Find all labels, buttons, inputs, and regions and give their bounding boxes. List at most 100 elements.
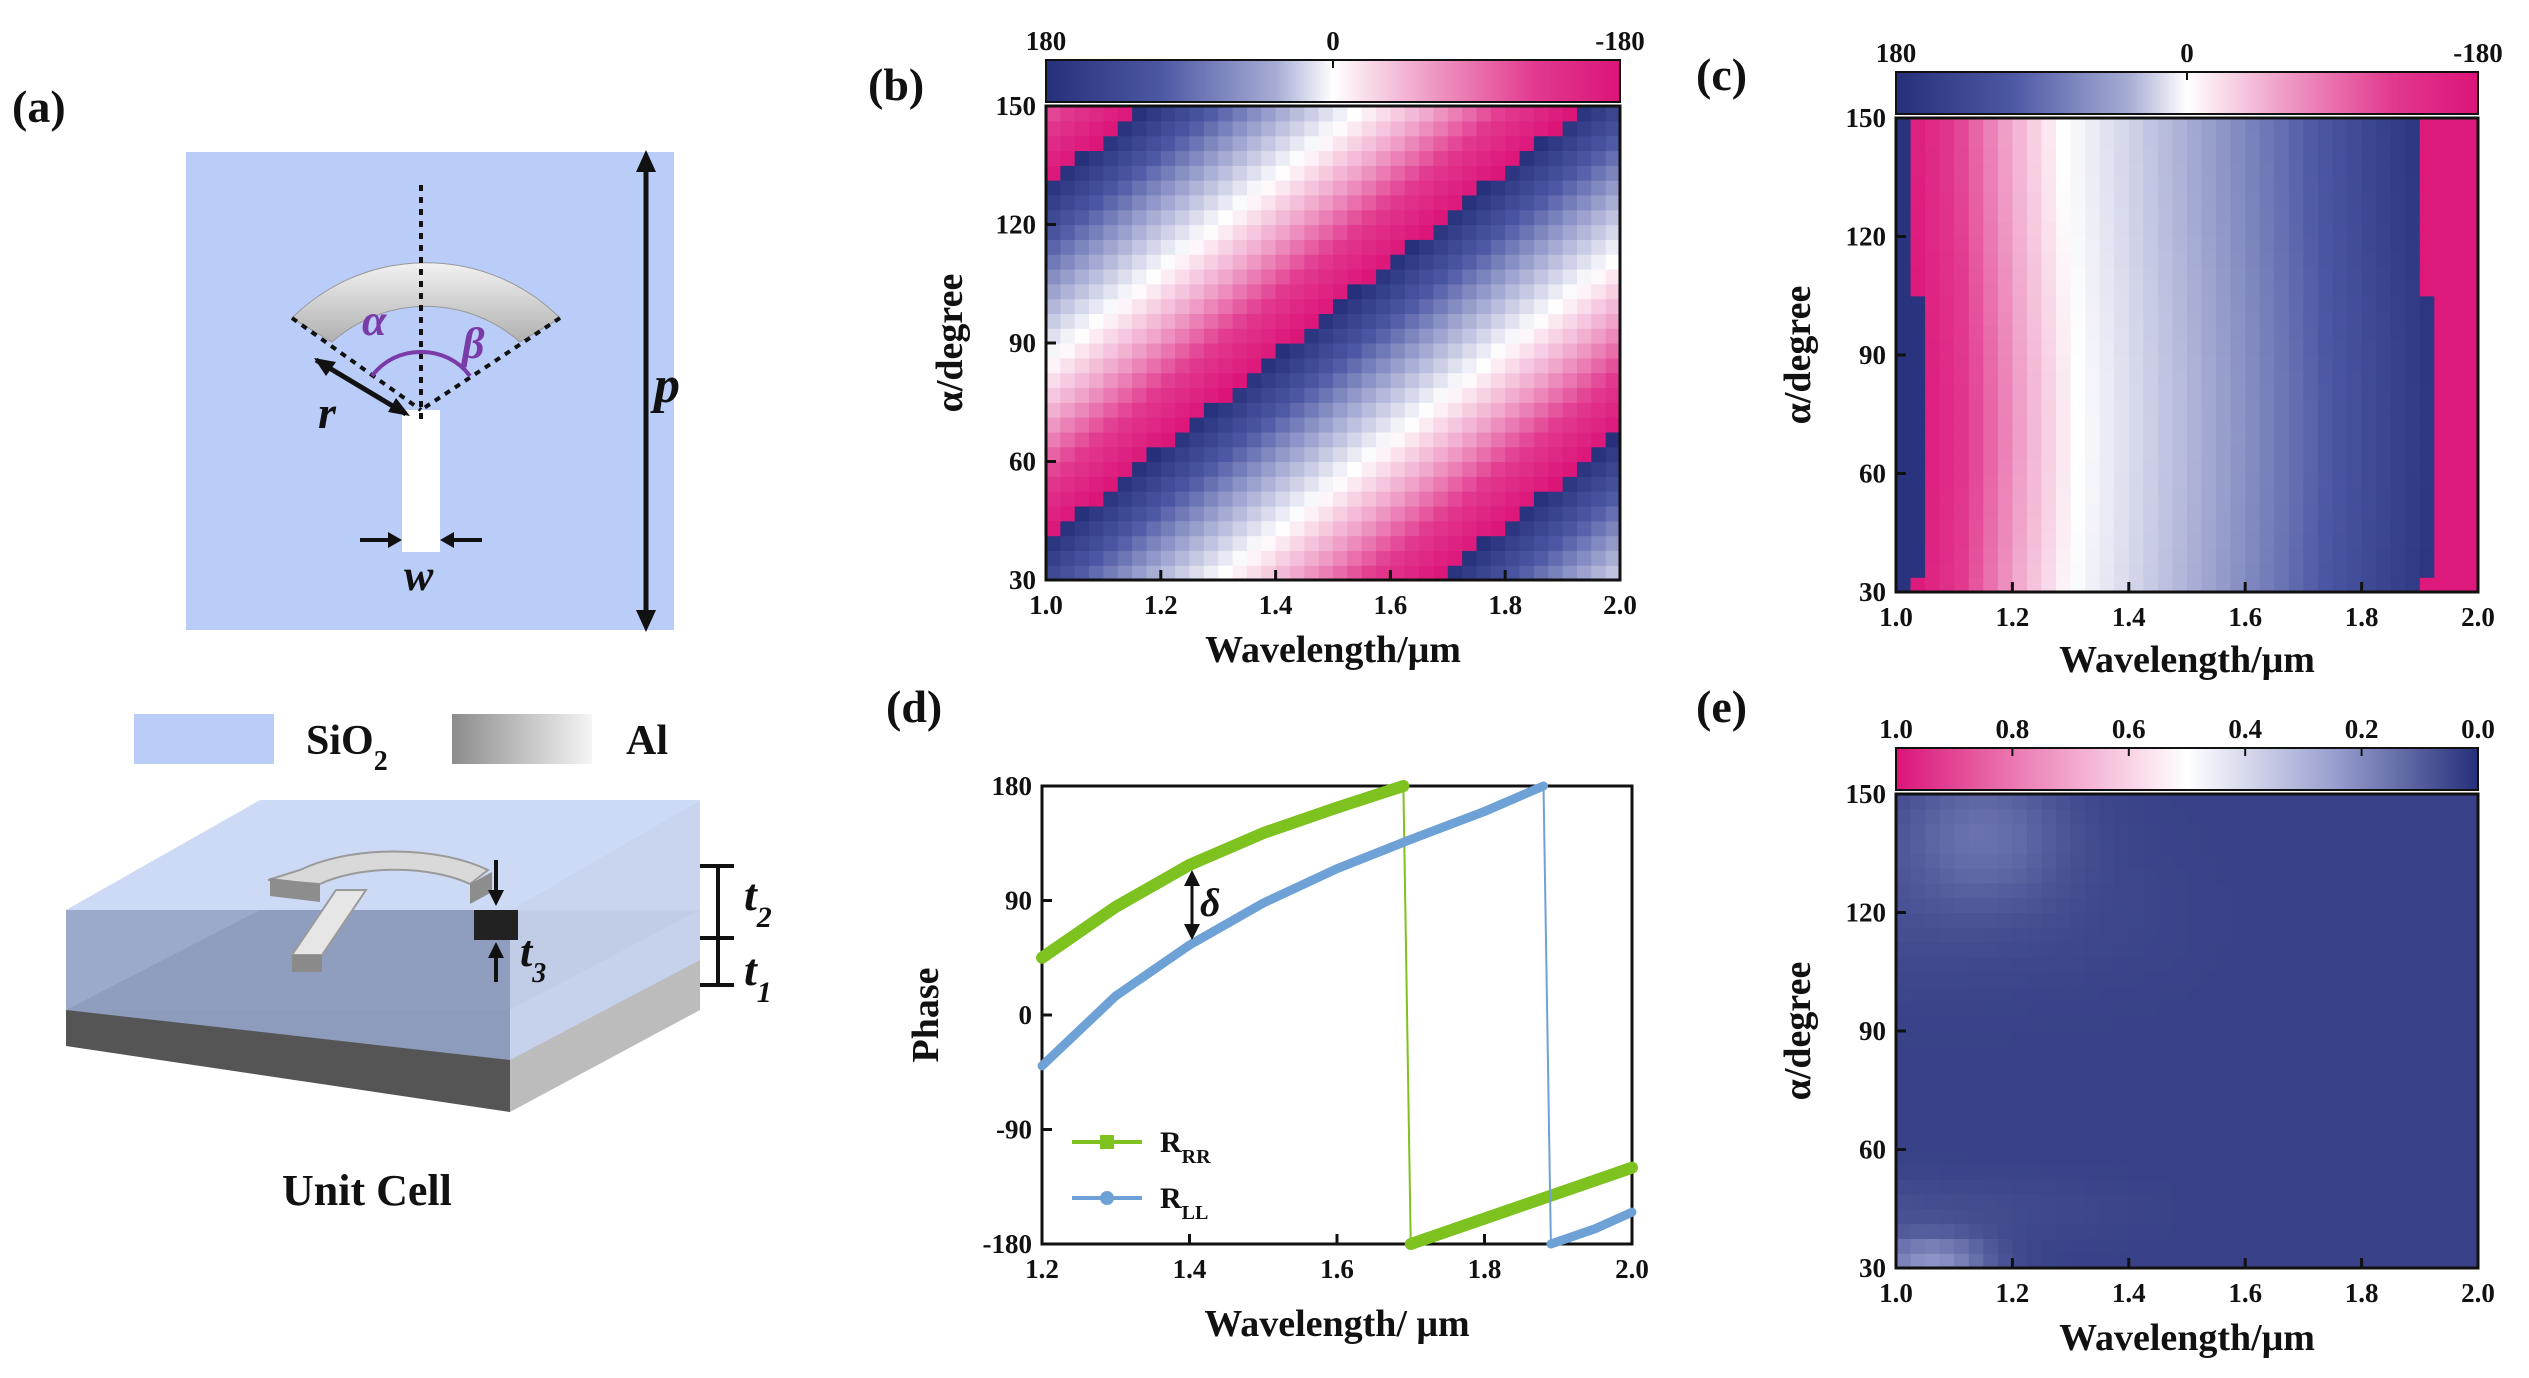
heatmap-e-cell: [2172, 808, 2188, 825]
heatmap-c-cell: [1925, 414, 1941, 430]
heatmap-e-cell: [2405, 942, 2421, 958]
heatmap-c-cell: [2259, 429, 2275, 445]
heatmap-c-cell: [1896, 192, 1912, 208]
heatmap-e-cell: [2288, 838, 2304, 854]
heatmap-e-cell: [1983, 1149, 1999, 1165]
heatmap-b-cell: [1046, 357, 1061, 374]
heatmap-b-cell: [1132, 550, 1148, 566]
colorbar-tick-label: 0.8: [1996, 714, 2030, 744]
heatmap-c-cell: [1896, 177, 1912, 193]
heatmap-b-cell: [1146, 535, 1162, 551]
heatmap-c-cell: [2114, 147, 2130, 164]
heatmap-b-cell: [1175, 268, 1191, 285]
heatmap-c-cell: [2434, 429, 2450, 445]
heatmap-c-cell: [2216, 532, 2232, 549]
heatmap-e-cell: [2463, 1223, 2479, 1239]
heatmap-b-cells: [1046, 106, 1621, 581]
heatmap-e-cell: [2419, 882, 2435, 899]
heatmap-e-cell: [1925, 1060, 1941, 1077]
heatmap-c-cell: [1983, 473, 1999, 489]
heatmap-e-cell: [2317, 1075, 2334, 1091]
heatmap-c-cell: [2041, 399, 2057, 415]
heatmap-b-cell: [1289, 224, 1305, 240]
heatmap-b-cell: [1046, 298, 1061, 314]
heatmap-c-cell: [1983, 355, 1999, 371]
heatmap-b-cell: [1289, 135, 1305, 152]
heatmap-e-cell: [2012, 808, 2028, 825]
heatmap-e-cells: [1896, 794, 2479, 1269]
heatmap-b-cell: [1117, 120, 1133, 137]
heatmap-b-cell: [1390, 387, 1406, 403]
heatmap-b-cell: [1490, 565, 1506, 581]
heatmap-b-cell: [1433, 194, 1449, 211]
heatmap-e-cell: [1968, 912, 1984, 928]
heatmap-c-cell: [2099, 295, 2115, 312]
heatmap-c-cell: [1939, 488, 1955, 504]
heatmap-e-cell: [2216, 1016, 2232, 1032]
heatmap-b-cell: [1533, 165, 1549, 181]
heatmap-c-cell: [2114, 488, 2130, 504]
heatmap-e-cell: [1925, 1119, 1941, 1136]
heatmap-c-cell: [2143, 577, 2159, 593]
heatmap-b-cell: [1246, 520, 1262, 537]
heatmap-b-cell: [1562, 417, 1578, 433]
heatmap-c-cell: [2419, 310, 2435, 326]
heatmap-e-cell: [2085, 1223, 2101, 1239]
y-tick-label: -180: [983, 1229, 1033, 1259]
heatmap-e-cell: [2070, 912, 2086, 928]
heatmap-b-cell: [1203, 505, 1219, 522]
heatmap-c-cell: [2085, 547, 2101, 563]
heatmap-c-cell: [2419, 547, 2435, 563]
heatmap-c-cell: [2157, 547, 2174, 563]
heatmap-e-cell: [2274, 1193, 2290, 1210]
heatmap-b-cell: [1246, 298, 1262, 314]
heatmap-b-cell: [1117, 239, 1133, 255]
heatmap-c-cell: [2099, 132, 2115, 149]
heatmap-b-cell: [1203, 150, 1219, 166]
heatmap-b-cell: [1175, 120, 1191, 137]
heatmap-e-cell: [2230, 1179, 2246, 1195]
heatmap-c-cell: [2157, 206, 2174, 223]
heatmap-e-cell: [2041, 1105, 2057, 1121]
heatmap-c-cell: [1939, 266, 1955, 282]
heatmap-e-cell: [2419, 1179, 2435, 1195]
heatmap-b-cell: [1246, 431, 1262, 448]
heatmap-c-cell: [2143, 162, 2159, 178]
heatmap-b-cell: [1189, 446, 1205, 463]
heatmap-e-cell: [2317, 1016, 2334, 1032]
heatmap-c-cell: [1939, 162, 1955, 178]
heatmap-e-cell: [2419, 1134, 2435, 1151]
heatmap-c-cell: [2274, 221, 2290, 238]
heatmap-c-cell: [2085, 295, 2101, 312]
heatmap-b-cell: [1576, 268, 1592, 285]
heatmap-c-cell: [2347, 355, 2363, 371]
heatmap-e-cell: [2419, 956, 2435, 973]
heatmap-b-cell: [1160, 120, 1176, 137]
heatmap-c-cell: [1896, 577, 1912, 593]
heatmap-b-cell: [1419, 283, 1435, 300]
heatmap-c-cell: [2274, 266, 2290, 282]
heatmap-b-cell: [1203, 535, 1219, 551]
heatmap-b-cell: [1447, 461, 1463, 477]
heatmap-c-cell: [2070, 325, 2086, 341]
heatmap-e-cell: [2390, 971, 2406, 988]
heatmap-e-cell: [2085, 868, 2101, 884]
heatmap-b-cell: [1548, 239, 1564, 255]
heatmap-c-cell: [1910, 369, 1926, 386]
heatmap-b-cell: [1576, 372, 1592, 389]
heatmap-b-cell: [1232, 106, 1248, 122]
heatmap-b-cell: [1562, 461, 1578, 477]
heatmap-e-cell: [2376, 1134, 2392, 1151]
heatmap-e-cell: [1896, 823, 1912, 840]
heatmap-c-cell: [2201, 517, 2217, 534]
heatmap-c-cell: [2099, 192, 2115, 208]
heatmap-c-cell: [1983, 162, 1999, 178]
heatmap-b-cell: [1218, 239, 1234, 255]
x-tick-label: 1.4: [2112, 1278, 2146, 1308]
heatmap-b-cell: [1404, 180, 1420, 196]
heatmap-b-cell: [1261, 254, 1277, 270]
heatmap-c-cell: [2026, 221, 2043, 238]
heatmap-b-cell: [1519, 550, 1535, 566]
heatmap-b-cell: [1419, 402, 1435, 418]
heatmap-e-cell: [1939, 1179, 1955, 1195]
